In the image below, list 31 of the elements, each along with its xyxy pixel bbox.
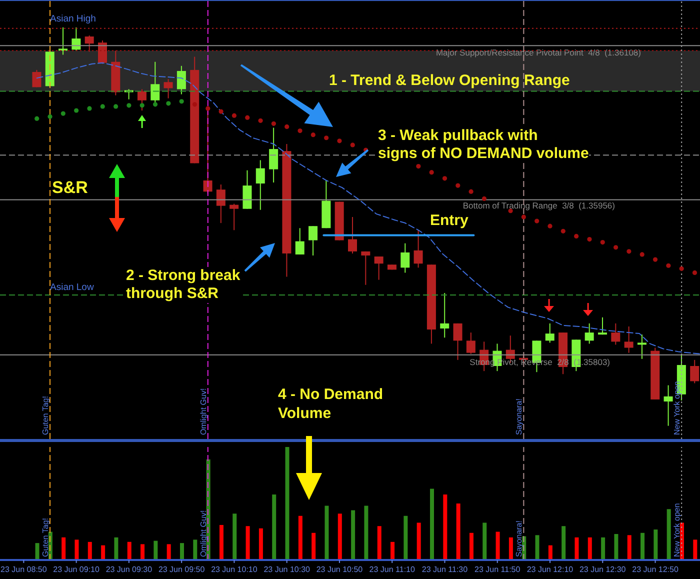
ref-line-label: New York open [672, 503, 682, 557]
ref-line-label: Sayonara! [514, 520, 524, 557]
x-tick-label: 23 Jun 11:10 [369, 565, 416, 574]
annotation: 2 - Strong break through S&R [126, 267, 240, 303]
ref-line-label: New York open [672, 381, 682, 435]
x-tick-label: 23 Jun 10:50 [316, 565, 364, 574]
x-tick-label: 23 Jun 09:10 [53, 565, 100, 574]
x-tick-label: 23 Jun 12:30 [580, 565, 626, 574]
x-tick-label: 23 Jun 10:10 [211, 565, 258, 574]
x-tick-label: 23 Jun 12:10 [526, 565, 574, 574]
ref-line-label: Omlight Guv! [198, 510, 208, 557]
x-tick-label: 23 Jun 11:30 [422, 565, 468, 574]
ref-line-label: Major Support/Resistance Pivotal Point 4/8 (1.36108) [436, 48, 642, 58]
annotation: Entry [430, 211, 468, 230]
ref-line-label: Asian Low [50, 282, 94, 294]
x-tick-label: 23 Jun 11:50 [474, 565, 521, 574]
ref-line-label: Guten Tag! [41, 518, 50, 557]
x-tick-label: 23 Jun 08:50 [0, 565, 48, 574]
x-tick-label: 23 Jun 09:50 [158, 565, 206, 574]
x-tick-label: 23 Jun 10:30 [264, 565, 311, 574]
annotation: S&R [52, 178, 88, 198]
ref-line-label: Guten Tag! [41, 396, 50, 435]
ref-line-label: Asian High [50, 13, 96, 24]
annotation: 1 - Trend & Below Opening Range [329, 71, 570, 90]
x-tick-label: 23 Jun 12:50 [632, 565, 679, 574]
ref-line-label: Sayonara! [514, 398, 524, 435]
x-tick-label: 23 Jun 09:30 [106, 565, 153, 574]
ref-line-label: Bottom of Trading Range 3/8 (1.35956) [462, 200, 616, 211]
annotation: 3 - Weak pullback with signs of NO DEMAND volume [378, 127, 589, 163]
ref-line-label: Omlight Guv! [198, 388, 208, 435]
annotation: 4 - No Demand Volume [278, 385, 384, 423]
